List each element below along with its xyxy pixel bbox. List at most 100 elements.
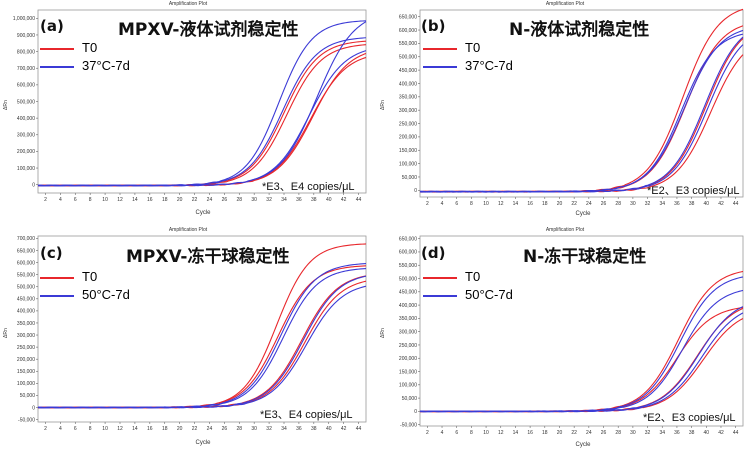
x-tick-label: 36 xyxy=(674,201,680,207)
concentration-note: *E2、E3 copies/μL xyxy=(643,412,736,424)
x-tick-label: 6 xyxy=(74,197,77,203)
x-tick-label: 40 xyxy=(704,430,710,436)
x-axis-label: Cycle xyxy=(575,442,591,448)
x-tick-label: 4 xyxy=(441,201,444,207)
x-tick-label: 12 xyxy=(117,197,123,203)
x-tick-label: 8 xyxy=(89,197,92,203)
legend-label: 50°C-7d xyxy=(465,287,513,302)
y-tick-label: 600,000 xyxy=(17,83,35,89)
y-tick-label: 550,000 xyxy=(399,41,417,47)
y-tick-label: 700,000 xyxy=(17,66,35,72)
x-tick-label: 34 xyxy=(659,430,665,436)
y-tick-label: 150,000 xyxy=(399,148,417,154)
y-tick-label: 550,000 xyxy=(399,263,417,269)
y-tick-label: 1,000,000 xyxy=(13,16,35,22)
x-tick-label: 22 xyxy=(571,201,577,207)
y-tick-label: 400,000 xyxy=(17,309,35,315)
series-line xyxy=(37,50,367,187)
y-tick-label: 200,000 xyxy=(17,149,35,155)
x-tick-label: 12 xyxy=(498,201,504,207)
y-tick-label: 450,000 xyxy=(399,68,417,74)
y-tick-label: 550,000 xyxy=(17,272,35,278)
y-tick-label: 100,000 xyxy=(399,383,417,389)
x-tick-label: 20 xyxy=(557,430,563,436)
concentration-note: *E3、E4 copies/μL xyxy=(262,181,355,193)
y-tick-label: 50,000 xyxy=(20,393,36,399)
y-axis-label: ΔRn xyxy=(380,328,386,338)
x-tick-label: 40 xyxy=(326,426,332,432)
panel-title: MPXV-液体试剂稳定性 xyxy=(118,20,299,40)
x-tick-label: 24 xyxy=(586,201,592,207)
legend-label: T0 xyxy=(465,40,481,55)
x-tick-label: 34 xyxy=(281,197,287,203)
x-tick-label: 10 xyxy=(102,197,108,203)
x-tick-label: 44 xyxy=(733,430,739,436)
panel-d: Amplification Plot -50,000 0 50,000 100,000… xyxy=(377,226,753,451)
x-tick-label: 38 xyxy=(311,197,317,203)
y-tick-label: 0 xyxy=(32,182,35,188)
x-tick-label: 4 xyxy=(59,426,62,432)
x-axis-label: Cycle xyxy=(575,211,591,217)
y-tick-label: 650,000 xyxy=(399,14,417,20)
panel-label: (b) xyxy=(421,17,446,35)
y-tick-label: 200,000 xyxy=(399,356,417,362)
x-tick-label: 6 xyxy=(455,201,458,207)
amplification-plot-d: -50,000 0 50,000 100,000 150,000 200,000 250,0… xyxy=(399,235,744,436)
series-line xyxy=(37,285,367,409)
y-tick-label: 300,000 xyxy=(17,133,35,139)
plot-title: Amplification Plot xyxy=(168,1,208,7)
x-tick-label: 2 xyxy=(426,430,429,436)
x-tick-label: 10 xyxy=(102,426,108,432)
x-tick-label: 32 xyxy=(266,197,272,203)
y-tick-label: 50,000 xyxy=(402,396,418,402)
legend-label: T0 xyxy=(82,40,98,55)
x-tick-label: 14 xyxy=(513,430,519,436)
panel-label: (a) xyxy=(40,17,64,35)
y-tick-label: 0 xyxy=(414,409,417,415)
y-tick-label: 500,000 xyxy=(399,55,417,61)
x-tick-label: 42 xyxy=(718,430,724,436)
y-tick-label: 300,000 xyxy=(399,108,417,114)
y-tick-label: 800,000 xyxy=(17,49,35,55)
y-tick-label: 250,000 xyxy=(399,343,417,349)
x-tick-label: 6 xyxy=(74,426,77,432)
x-tick-label: 8 xyxy=(470,201,473,207)
x-tick-label: 22 xyxy=(571,430,577,436)
y-tick-label: 650,000 xyxy=(399,236,417,242)
y-tick-label: 400,000 xyxy=(17,116,35,122)
x-tick-label: 26 xyxy=(601,430,607,436)
y-tick-label: 200,000 xyxy=(399,135,417,141)
y-axis-label: ΔRn xyxy=(3,100,9,110)
y-tick-label: 0 xyxy=(414,188,417,194)
y-tick-label: 500,000 xyxy=(17,99,35,105)
plot-frame xyxy=(419,235,744,427)
x-tick-label: 28 xyxy=(615,201,621,207)
x-tick-label: 26 xyxy=(601,201,607,207)
plot-title: Amplification Plot xyxy=(168,227,208,233)
x-tick-label: 26 xyxy=(222,426,228,432)
x-tick-label: 12 xyxy=(498,430,504,436)
y-tick-label: 300,000 xyxy=(399,329,417,335)
y-tick-label: 250,000 xyxy=(17,345,35,351)
y-tick-label: 150,000 xyxy=(17,369,35,375)
x-tick-label: 36 xyxy=(296,197,302,203)
x-tick-label: 34 xyxy=(659,201,665,207)
series-line xyxy=(419,44,744,193)
series-line xyxy=(419,312,744,413)
y-tick-label: 350,000 xyxy=(17,321,35,327)
x-tick-label: 30 xyxy=(251,197,257,203)
panel-title: N-液体试剂稳定性 xyxy=(509,20,650,40)
amplification-plot-b: 0 50,000 100,000 150,000 200,000 250,000 300,0… xyxy=(399,8,744,207)
y-tick-label: 50,000 xyxy=(402,175,418,181)
x-tick-label: 18 xyxy=(162,197,168,203)
y-tick-label: 100,000 xyxy=(399,161,417,167)
legend-swatch xyxy=(40,277,74,279)
x-tick-label: 16 xyxy=(527,430,533,436)
plot-frame xyxy=(419,9,744,198)
x-tick-label: 22 xyxy=(192,426,198,432)
x-tick-label: 26 xyxy=(222,197,228,203)
concentration-note: *E3、E4 copies/μL xyxy=(260,409,353,421)
x-tick-label: 34 xyxy=(281,426,287,432)
x-tick-label: 18 xyxy=(162,426,168,432)
panel-a: Amplification Plot 0 100,000 200,000 300,00… xyxy=(0,0,376,225)
